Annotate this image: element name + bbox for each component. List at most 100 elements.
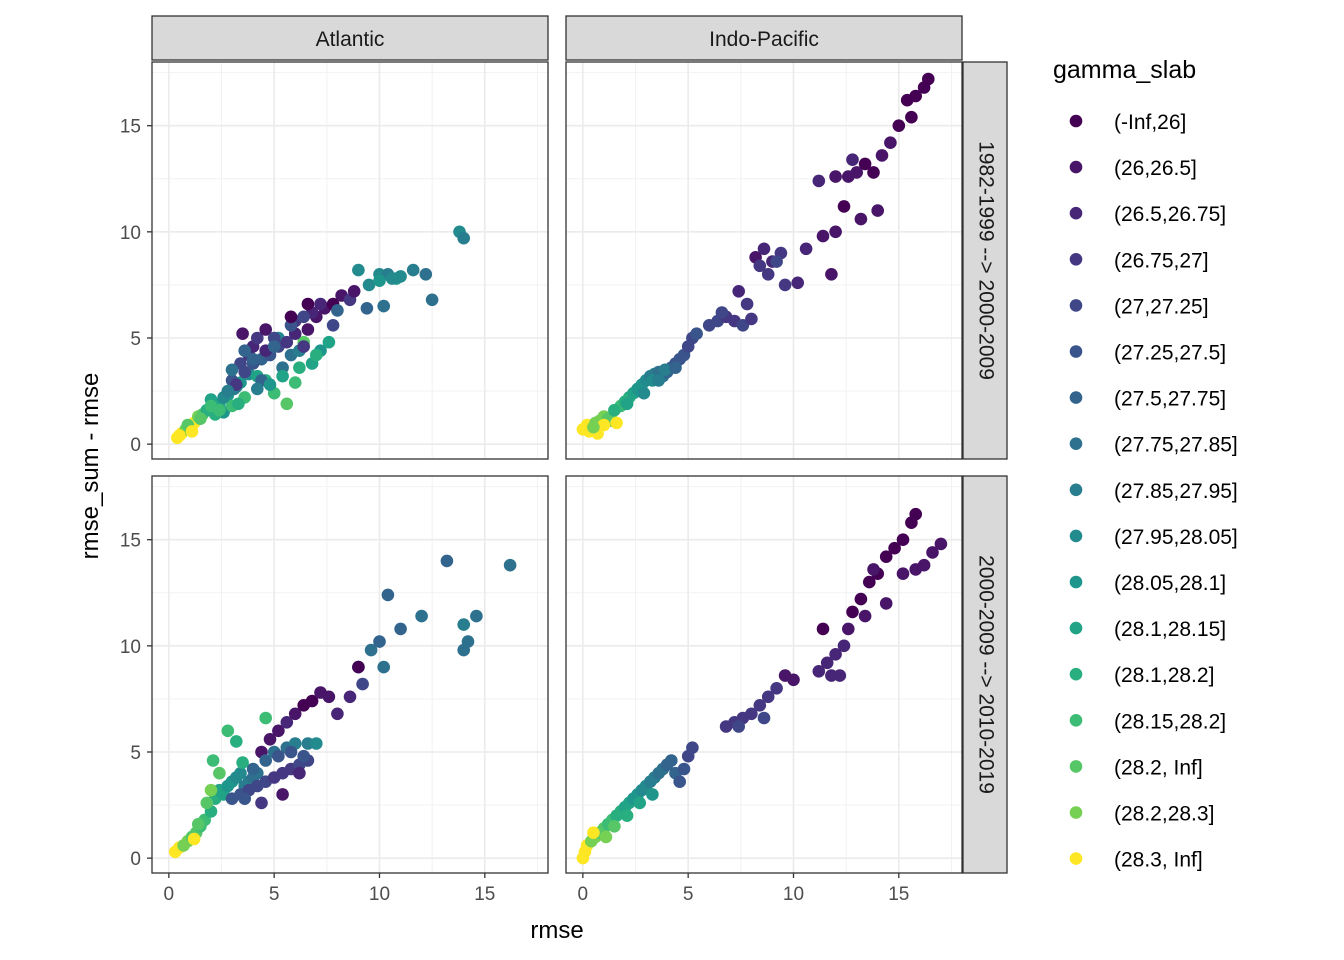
x-tick-label: 0 bbox=[578, 884, 589, 905]
data-point bbox=[858, 609, 872, 623]
data-point bbox=[288, 376, 302, 389]
data-point bbox=[221, 724, 235, 738]
data-point bbox=[259, 323, 273, 336]
panel-atlantic-1: 0 5 10 15 bbox=[120, 61, 549, 460]
data-point bbox=[213, 766, 226, 780]
y-tick-label: 0 bbox=[130, 849, 141, 870]
y-tick-label: 15 bbox=[120, 531, 141, 552]
data-point bbox=[352, 263, 365, 277]
panel-indo-pacific-1-border bbox=[565, 61, 963, 460]
data-point bbox=[280, 397, 294, 411]
data-point bbox=[825, 669, 838, 682]
data-point bbox=[415, 609, 428, 623]
data-point bbox=[284, 745, 298, 759]
legend-item: (28.2, Inf] bbox=[1069, 756, 1203, 779]
data-point bbox=[732, 285, 745, 298]
data-point bbox=[837, 200, 851, 213]
y-tick-label: 15 bbox=[120, 117, 141, 138]
panel-indo-pacific-1 bbox=[565, 61, 963, 460]
legend-label: (27.25,27.5] bbox=[1114, 342, 1226, 365]
data-point bbox=[236, 327, 249, 341]
y-tick-label: 5 bbox=[130, 329, 141, 350]
data-point bbox=[620, 809, 634, 822]
data-point bbox=[673, 775, 686, 788]
legend-key bbox=[1069, 252, 1083, 266]
data-point bbox=[787, 673, 800, 687]
strip-label-indo-pacific: Indo-Pacific bbox=[709, 28, 819, 51]
data-point bbox=[658, 363, 672, 377]
data-point bbox=[381, 588, 395, 602]
legend-key bbox=[1069, 483, 1083, 497]
data-point bbox=[225, 363, 239, 377]
data-point bbox=[272, 724, 285, 738]
data-point bbox=[213, 403, 226, 417]
data-point bbox=[867, 166, 880, 179]
data-point bbox=[812, 174, 826, 188]
data-point bbox=[761, 268, 775, 281]
legend: gamma_slab (-Inf,26] (26,26.5] (26.5,26.75… bbox=[1053, 56, 1238, 872]
legend-label: (28.1,28.15] bbox=[1114, 618, 1226, 641]
data-point bbox=[373, 274, 386, 288]
data-point bbox=[310, 348, 323, 362]
panel-atlantic-1-background bbox=[152, 62, 548, 459]
data-point bbox=[896, 533, 910, 546]
legend-item: (27.75,27.85] bbox=[1069, 434, 1238, 457]
y-tick-label: 5 bbox=[130, 743, 141, 764]
legend-item: (27.5,27.75] bbox=[1069, 388, 1226, 411]
data-point bbox=[926, 546, 939, 559]
data-point bbox=[820, 656, 834, 670]
data-point bbox=[879, 550, 893, 563]
legend-key bbox=[1069, 437, 1083, 451]
data-point bbox=[206, 754, 220, 767]
data-point bbox=[301, 297, 315, 311]
legend-item: (27,27.25] bbox=[1069, 295, 1209, 318]
data-point bbox=[867, 563, 880, 576]
panel-indo-pacific-2: 0 5 10 15 bbox=[565, 475, 963, 905]
legend-label: (26.75,27] bbox=[1114, 249, 1209, 272]
data-point bbox=[669, 361, 682, 375]
data-point bbox=[633, 796, 646, 810]
data-point bbox=[816, 622, 830, 636]
panel-atlantic-2-background bbox=[152, 476, 548, 873]
data-point bbox=[715, 306, 729, 319]
x-tick-label: 5 bbox=[683, 884, 694, 905]
panel-atlantic-1-border bbox=[151, 61, 549, 460]
data-point bbox=[301, 323, 315, 336]
legend-key bbox=[1069, 299, 1083, 312]
legend-key bbox=[1069, 345, 1083, 358]
legend-label: (27,27.25] bbox=[1114, 295, 1209, 318]
data-point bbox=[200, 796, 214, 810]
data-point bbox=[457, 618, 471, 631]
data-point bbox=[185, 425, 199, 438]
data-point bbox=[646, 788, 659, 801]
data-point bbox=[259, 754, 273, 767]
data-point bbox=[173, 429, 186, 442]
data-point bbox=[331, 304, 344, 317]
legend-item: (27.95,28.05] bbox=[1069, 526, 1238, 549]
y-tick-label: 10 bbox=[120, 637, 141, 658]
data-point bbox=[837, 639, 851, 653]
data-point bbox=[829, 170, 842, 183]
legend-label: (27.85,27.95] bbox=[1114, 480, 1238, 503]
data-point bbox=[863, 575, 876, 589]
x-tick-label: 15 bbox=[888, 884, 909, 905]
data-point bbox=[922, 72, 935, 86]
data-point bbox=[284, 310, 298, 324]
data-point bbox=[896, 567, 910, 580]
data-point bbox=[652, 374, 665, 387]
legend-item: (28.2,28.3] bbox=[1069, 803, 1214, 826]
data-point bbox=[934, 537, 948, 551]
data-point bbox=[236, 756, 249, 769]
legend-label: (28.3, Inf] bbox=[1114, 849, 1203, 872]
strip-label-atlantic: Atlantic bbox=[316, 28, 385, 51]
data-point bbox=[238, 344, 251, 358]
data-point bbox=[740, 297, 754, 311]
legend-label: (27.95,28.05] bbox=[1114, 526, 1238, 549]
data-point bbox=[331, 707, 344, 721]
y-axis-title: rmse_sum - rmse bbox=[77, 373, 104, 560]
data-point bbox=[322, 690, 336, 704]
data-point bbox=[770, 255, 783, 268]
data-point bbox=[297, 749, 311, 763]
legend-item: (27.25,27.5] bbox=[1069, 342, 1226, 365]
